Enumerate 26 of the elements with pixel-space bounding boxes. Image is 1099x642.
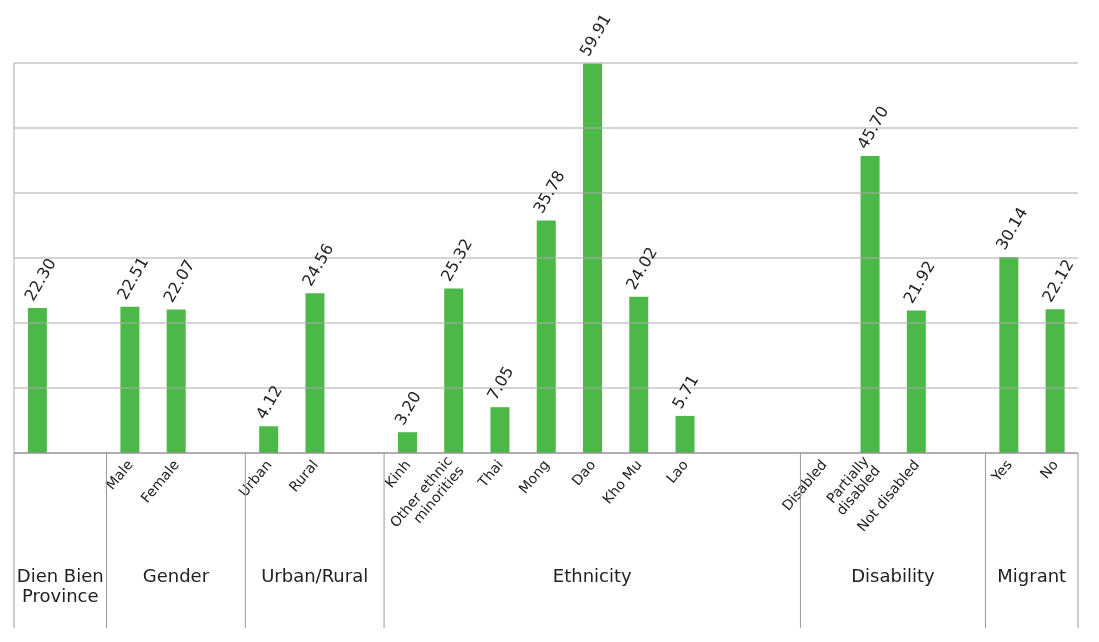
- bar: [999, 257, 1019, 453]
- text: Disability: [850, 565, 936, 586]
- bar: [675, 415, 695, 453]
- bar: [305, 293, 325, 453]
- x-tick-label: Kho Mu: [599, 456, 645, 507]
- x-tick-label: Yes: [987, 456, 1015, 486]
- bar: [536, 220, 556, 453]
- bar: [490, 407, 510, 453]
- bar: [444, 288, 464, 453]
- bar: [259, 426, 279, 453]
- bar: [906, 310, 926, 453]
- x-tick-label: Lao: [662, 456, 692, 487]
- x-tick-label: No: [1036, 456, 1062, 482]
- text: Gender: [141, 565, 211, 586]
- bar: [860, 155, 880, 453]
- text: Migrant: [996, 565, 1068, 586]
- bar: [583, 63, 603, 453]
- text: Urban/Rural: [260, 565, 370, 586]
- text: Dien Bien Province: [16, 565, 105, 606]
- bar: [27, 308, 47, 453]
- bar: [397, 432, 417, 453]
- bar: [629, 296, 649, 453]
- text: Ethnicity: [551, 565, 633, 586]
- bar: [166, 309, 186, 453]
- bar: [1045, 309, 1065, 453]
- bar: [120, 306, 140, 453]
